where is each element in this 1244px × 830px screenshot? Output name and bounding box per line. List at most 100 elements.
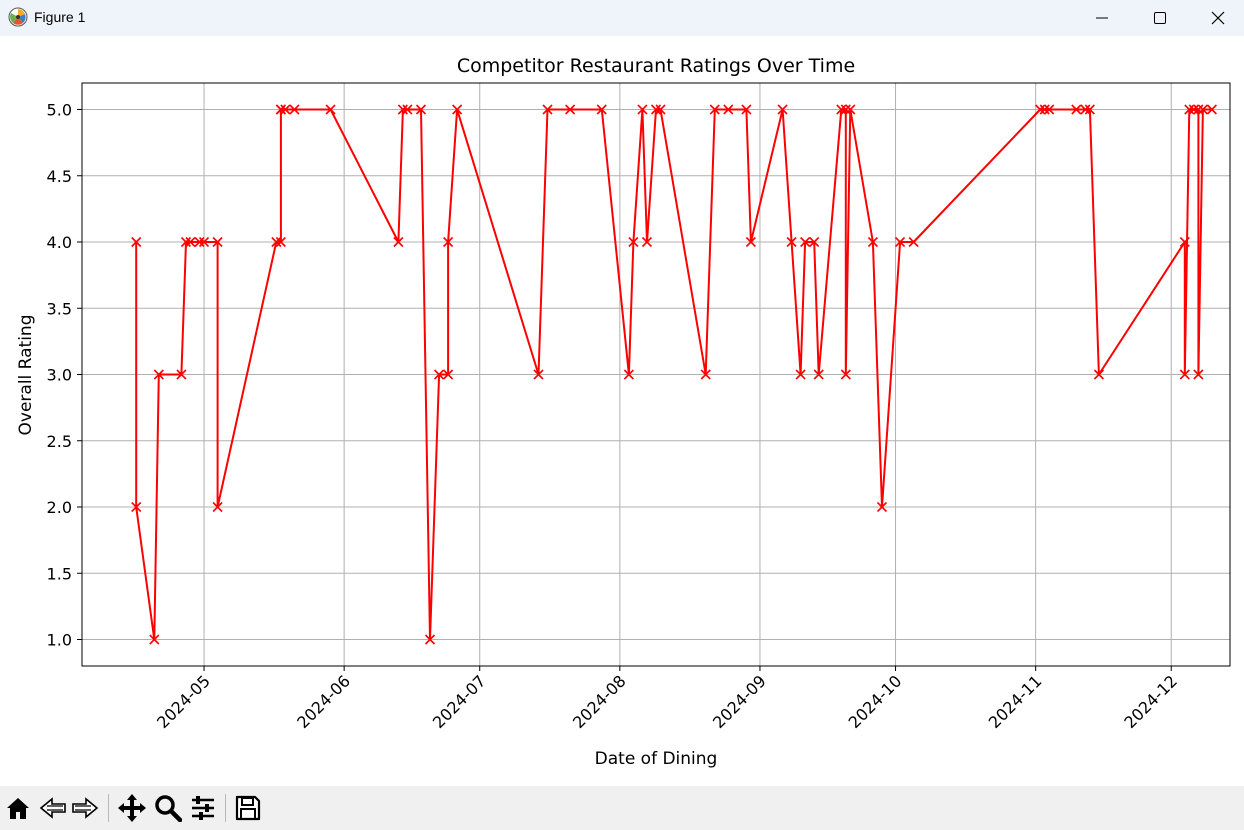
data-point-marker (777, 104, 788, 115)
data-point-marker (809, 236, 820, 248)
data-point-marker (1035, 104, 1046, 115)
maximize-icon (1154, 12, 1166, 24)
minimize-icon (1096, 17, 1108, 19)
data-point-marker (153, 369, 164, 380)
series-line (135, 108, 1212, 641)
toolbar-divider (108, 794, 109, 822)
data-point-marker (908, 236, 919, 248)
x-tick-label: 2024-09 (709, 671, 770, 732)
data-point-marker (655, 104, 666, 115)
data-point-marker (275, 104, 286, 115)
data-point-marker (176, 369, 187, 380)
y-tick-label: 1.5 (47, 564, 72, 583)
data-point-marker (795, 369, 806, 380)
data-point-marker (149, 634, 160, 645)
home-button[interactable] (2, 792, 34, 824)
data-point-marker (397, 104, 408, 115)
zoom-button[interactable] (152, 792, 184, 824)
back-button[interactable] (37, 792, 69, 824)
data-point-marker (1188, 104, 1199, 115)
data-point-marker (1197, 104, 1208, 115)
x-tick-label: 2024-07 (429, 671, 490, 732)
pan-button[interactable] (116, 792, 148, 824)
data-point-marker (1044, 104, 1055, 115)
data-point-marker (741, 104, 752, 115)
data-point-marker (424, 634, 436, 645)
close-button[interactable] (1189, 0, 1244, 36)
data-point-marker (180, 236, 192, 248)
home-icon (7, 798, 29, 819)
data-point-marker (786, 236, 797, 248)
series-layer (131, 104, 1217, 645)
x-tick-label: 2024-08 (569, 671, 630, 732)
x-axis-ticks: 2024-05 2024-06 2024-07 2024-08 2024-09 2024-… (153, 666, 1181, 732)
data-point-marker (443, 236, 454, 248)
data-point-marker (194, 236, 205, 248)
data-point-marker (637, 104, 648, 115)
minimize-button[interactable] (1073, 0, 1131, 36)
data-point-marker (836, 104, 847, 115)
data-point-marker (131, 501, 142, 513)
forward-button[interactable] (69, 792, 101, 824)
y-tick-label: 3.0 (47, 366, 72, 385)
chart-title: Competitor Restaurant Ratings Over Time (457, 55, 855, 77)
data-point-marker (845, 104, 856, 115)
data-point-marker (1093, 369, 1104, 380)
data-point-marker (289, 104, 300, 115)
data-point-marker (650, 104, 662, 115)
y-tick-label: 1.0 (47, 631, 72, 650)
data-point-marker (1206, 104, 1217, 115)
data-point-marker (709, 104, 720, 115)
data-point-marker (800, 236, 811, 248)
data-point-marker (894, 236, 906, 248)
y-tick-label: 4.5 (47, 167, 72, 186)
y-tick-label: 2.5 (47, 432, 72, 451)
x-tick-label: 2024-06 (293, 671, 354, 732)
data-point-marker (402, 104, 413, 115)
save-button[interactable] (232, 792, 264, 824)
data-point-marker (628, 236, 639, 248)
data-point-marker (565, 104, 576, 115)
data-point-marker (325, 104, 336, 115)
data-point-marker (867, 236, 879, 248)
x-tick-label: 2024-11 (985, 671, 1046, 732)
toolbar-divider (225, 794, 226, 822)
navigation-toolbar (0, 786, 1244, 830)
data-point-marker (1080, 104, 1091, 115)
data-point-marker (275, 236, 286, 248)
data-point-marker (131, 236, 142, 248)
data-point-marker (433, 369, 445, 380)
data-point-marker (280, 104, 291, 115)
data-point-marker (700, 369, 711, 380)
data-point-marker (443, 369, 454, 380)
data-point-marker (1179, 236, 1190, 248)
data-point-marker (641, 236, 653, 248)
data-point-marker (542, 104, 553, 115)
y-axis-ticks: 1.0 1.5 2.0 2.5 3.0 3.5 4.0 4.5 5.0 (47, 101, 82, 650)
data-point-marker (840, 369, 851, 380)
data-point-marker (271, 236, 282, 248)
y-tick-label: 5.0 (47, 101, 72, 120)
data-point-marker (745, 236, 756, 248)
data-point-marker (1193, 104, 1204, 115)
configure-subplots-button[interactable] (187, 792, 219, 824)
x-tick-label: 2024-10 (845, 671, 906, 732)
configure-subplots-icon (192, 796, 214, 820)
line-chart: 1.01.52.02.53.03.54.04.55.0 2024-05 2024-… (16, 55, 1231, 769)
data-point-marker (533, 369, 544, 380)
data-point-marker (212, 236, 223, 248)
x-axis-label: Date of Dining (595, 749, 718, 769)
maximize-button[interactable] (1131, 0, 1189, 36)
y-axis-label: Overall Rating (16, 315, 36, 436)
window-title-bar: Figure 1 (0, 0, 1244, 36)
y-tick-label: 4.0 (47, 233, 72, 252)
data-point-marker (1179, 369, 1190, 380)
data-point-marker (1071, 104, 1082, 115)
data-point-marker (596, 104, 607, 115)
data-point-marker (876, 501, 888, 513)
data-point-marker (723, 104, 734, 115)
forward-arrow-icon (72, 797, 99, 819)
pan-icon (118, 794, 146, 822)
window-title: Figure 1 (34, 9, 86, 25)
close-icon (1211, 11, 1225, 25)
